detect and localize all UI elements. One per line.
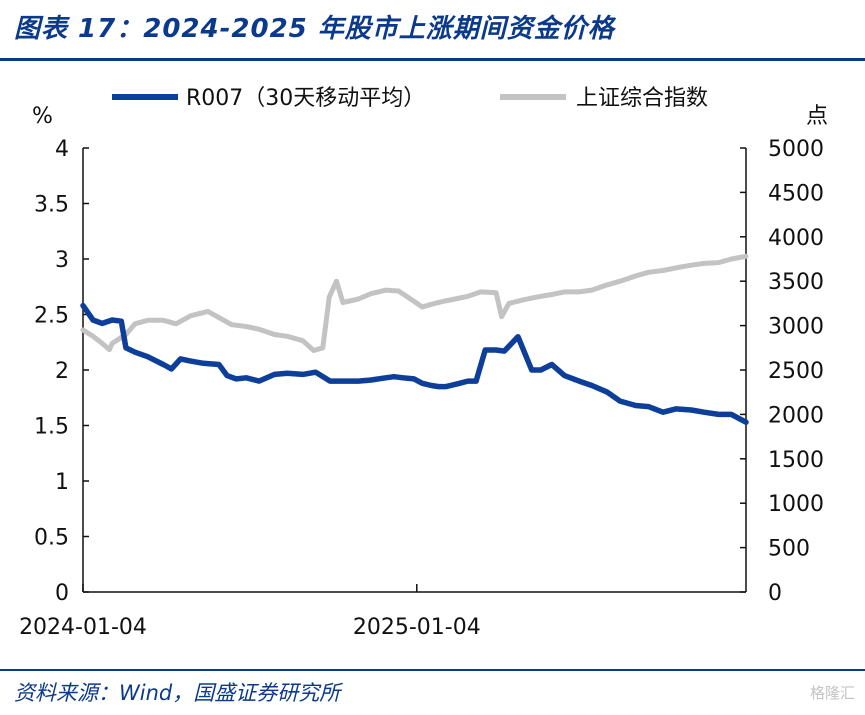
right-axis-ticks: 0 500 1000 1500 2000 2500 3000 3500 4000 4500 5000	[740, 137, 824, 606]
right-tick-label: 0	[768, 581, 782, 606]
right-tick-label: 1000	[768, 492, 824, 517]
left-tick-label: 2	[55, 359, 69, 384]
right-tick-label: 4500	[768, 181, 824, 206]
right-tick-label: 4000	[768, 226, 824, 251]
x-tick-label: 2024-01-04	[19, 615, 147, 640]
left-tick-label: 3	[55, 248, 69, 273]
left-tick-label: 0.5	[34, 526, 69, 551]
left-tick-label: 3.5	[34, 193, 69, 218]
left-tick-label: 0	[55, 581, 69, 606]
legend-label-index: 上证综合指数	[576, 86, 708, 111]
title-rule	[0, 58, 865, 61]
left-tick-label: 4	[55, 137, 69, 162]
right-tick-label: 2000	[768, 403, 824, 428]
right-tick-label: 2500	[768, 359, 824, 384]
x-axis-ticks: 2024-01-04 2025-01-04	[19, 584, 481, 640]
series-line-r007	[80, 302, 749, 425]
legend-label-r007: R007（30天移动平均）	[186, 86, 425, 111]
left-tick-label: 2.5	[34, 304, 69, 329]
left-tick-label: 1	[55, 470, 69, 495]
left-tick-label: 1.5	[34, 415, 69, 440]
left-axis-unit: %	[32, 104, 53, 129]
source-rule	[0, 669, 865, 671]
series-line-index	[80, 253, 749, 353]
series-layer	[80, 253, 749, 425]
source-note: 资料来源：Wind，国盛证券研究所	[14, 681, 341, 705]
right-tick-label: 1500	[768, 448, 824, 473]
right-axis-unit: 点	[806, 104, 828, 129]
right-tick-label: 3500	[768, 270, 824, 295]
right-tick-label: 5000	[768, 137, 824, 162]
left-axis-ticks: 0 0.5 1 1.5 2 2.5 3 3.5 4	[34, 137, 89, 606]
right-tick-label: 500	[768, 537, 810, 562]
right-tick-label: 3000	[768, 315, 824, 340]
chart-title: 图表 17：2024-2025 年股市上涨期间资金价格	[14, 14, 615, 44]
x-tick-label: 2025-01-04	[353, 615, 481, 640]
watermark-logo: 格隆汇	[809, 684, 855, 702]
